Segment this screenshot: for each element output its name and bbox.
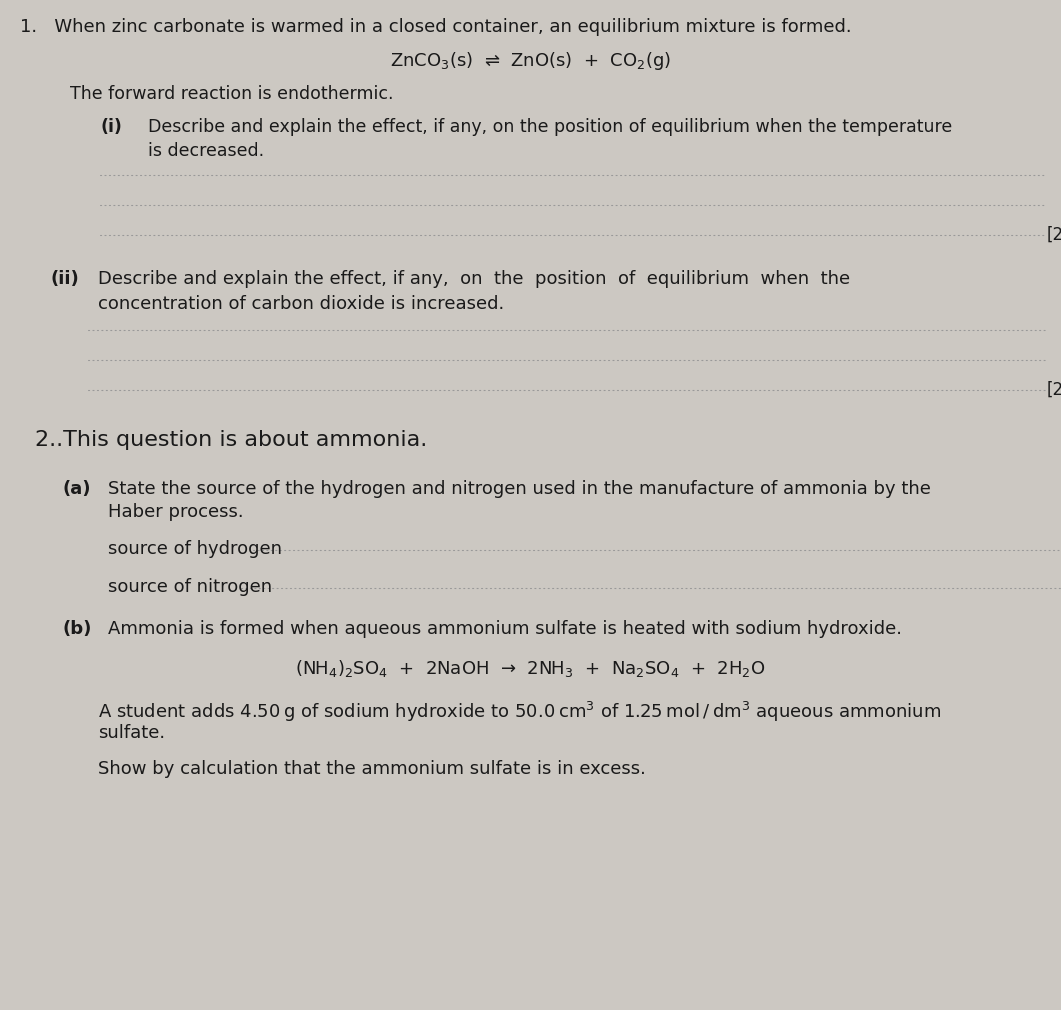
Text: Describe and explain the effect, if any, on the position of equilibrium when the: Describe and explain the effect, if any,… (147, 118, 953, 136)
Text: concentration of carbon dioxide is increased.: concentration of carbon dioxide is incre… (98, 295, 504, 313)
Text: sulfate.: sulfate. (98, 724, 166, 742)
Text: source of nitrogen: source of nitrogen (108, 578, 272, 596)
Text: 2..This question is about ammonia.: 2..This question is about ammonia. (35, 430, 428, 450)
Text: [2]: [2] (1047, 226, 1061, 244)
Text: is decreased.: is decreased. (147, 142, 264, 160)
Text: (b): (b) (62, 620, 91, 638)
Text: (a): (a) (62, 480, 90, 498)
Text: (i): (i) (100, 118, 122, 136)
Text: ZnCO$_3$(s)  ⇌  ZnO(s)  +  CO$_2$(g): ZnCO$_3$(s) ⇌ ZnO(s) + CO$_2$(g) (389, 50, 672, 72)
Text: Describe and explain the effect, if any,  on  the  position  of  equilibrium  wh: Describe and explain the effect, if any,… (98, 270, 850, 288)
Text: (NH$_4$)$_2$SO$_4$  +  2NaOH  →  2NH$_3$  +  Na$_2$SO$_4$  +  2H$_2$O: (NH$_4$)$_2$SO$_4$ + 2NaOH → 2NH$_3$ + N… (295, 658, 766, 679)
Text: Ammonia is formed when aqueous ammonium sulfate is heated with sodium hydroxide.: Ammonia is formed when aqueous ammonium … (108, 620, 902, 638)
Text: (ii): (ii) (50, 270, 79, 288)
Text: [2]: [2] (1047, 381, 1061, 399)
Text: Haber process.: Haber process. (108, 503, 244, 521)
Text: The forward reaction is endothermic.: The forward reaction is endothermic. (70, 85, 394, 103)
Text: source of hydrogen: source of hydrogen (108, 540, 282, 558)
Text: Show by calculation that the ammonium sulfate is in excess.: Show by calculation that the ammonium su… (98, 760, 646, 778)
Text: State the source of the hydrogen and nitrogen used in the manufacture of ammonia: State the source of the hydrogen and nit… (108, 480, 930, 498)
Text: A student adds 4.50 g of sodium hydroxide to 50.0 cm$^3$ of 1.25 mol / dm$^3$ aq: A student adds 4.50 g of sodium hydroxid… (98, 700, 941, 724)
Text: 1.   When zinc carbonate is warmed in a closed container, an equilibrium mixture: 1. When zinc carbonate is warmed in a cl… (20, 18, 852, 36)
